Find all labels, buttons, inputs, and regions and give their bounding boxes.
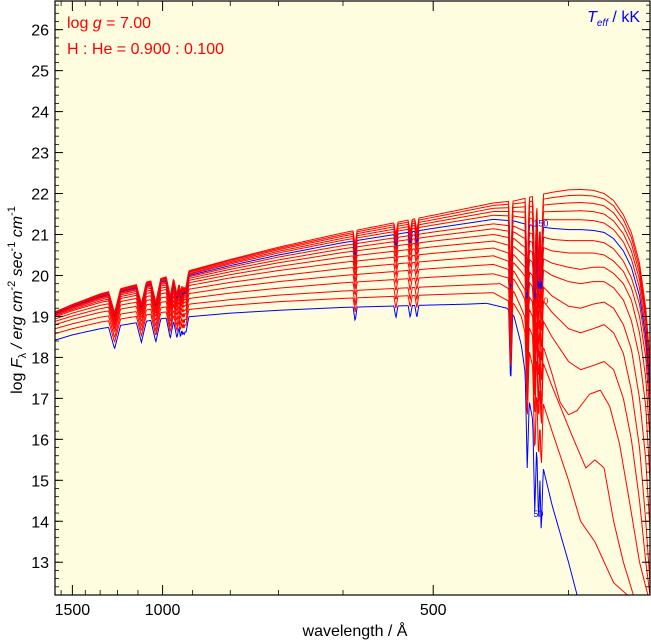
logg-annotation: log g = 7.00 [67,15,151,32]
y-tick-label: 14 [31,514,49,531]
curve-label-50: 50 [533,509,543,519]
series-line-teff-50 [55,302,578,595]
y-tick-label: 13 [31,555,49,572]
x-axis-title: wavelength / Å [302,621,408,640]
composition-annotation: H : He = 0.900 : 0.100 [67,41,224,58]
series-line-teff-70 [55,273,649,595]
logg-prefix: log [67,15,93,32]
y-tick-label: 26 [31,23,49,40]
series-line-teff-200 [55,188,650,362]
series-layer [55,188,650,595]
y-axis-title-var-sub: λ [17,352,29,358]
y-axis-title-mid1: / erg cm [9,291,26,353]
y-axis-title-var: F [9,357,26,368]
ticks-layer: 13 14 15 16 17 18 19 20 21 22 23 24 25 26 1500 1000 500 [31,1,650,619]
logg-rest: = 7.00 [102,15,151,32]
y-axis-title-sup2: -1 [6,242,18,252]
y-axis-title-sup1: -2 [6,281,18,291]
y-tick-label: 24 [31,105,49,122]
teff-rest: / kK [608,9,640,26]
y-axis-title-mid3: cm [9,216,26,242]
series-line-teff-100 [55,247,650,530]
logg-var: g [93,15,102,32]
x-tick-label: 1500 [55,602,91,619]
x-tick-label: 1000 [145,602,181,619]
y-tick-label: 23 [31,146,49,163]
teff-var: T [587,9,598,26]
y-axis-title: log Fλ / erg cm-2 sec-1 cm-1 [6,206,29,394]
y-tick-label: 17 [31,391,49,408]
y-tick-label: 22 [31,187,49,204]
y-tick-label: 18 [31,350,49,367]
teff-sub: eff [597,18,609,29]
curve-label-150: 150 [533,218,548,228]
curve-label-100: 100 [533,296,548,306]
y-tick-label: 16 [31,432,49,449]
plot-frame [54,0,651,596]
teff-annotation: Teff / kK [587,9,640,29]
series-line-teff-55 [55,292,628,595]
y-tick-label: 21 [31,228,49,245]
y-tick-label: 20 [31,268,49,285]
y-tick-label: 15 [31,473,49,490]
series-line-teff-60 [55,283,634,595]
y-tick-label: 19 [31,309,49,326]
y-axis-title-mid2: sec [9,251,26,280]
y-tick-label: 25 [31,64,49,81]
series-line-teff-80 [55,263,650,595]
series-line-teff-90 [55,255,650,583]
curve-labels-layer: 150 100 50 [533,218,548,519]
y-axis-title-prefix: log [9,368,26,394]
y-axis-title-sup3: -1 [6,206,18,216]
x-tick-label: 500 [420,602,447,619]
